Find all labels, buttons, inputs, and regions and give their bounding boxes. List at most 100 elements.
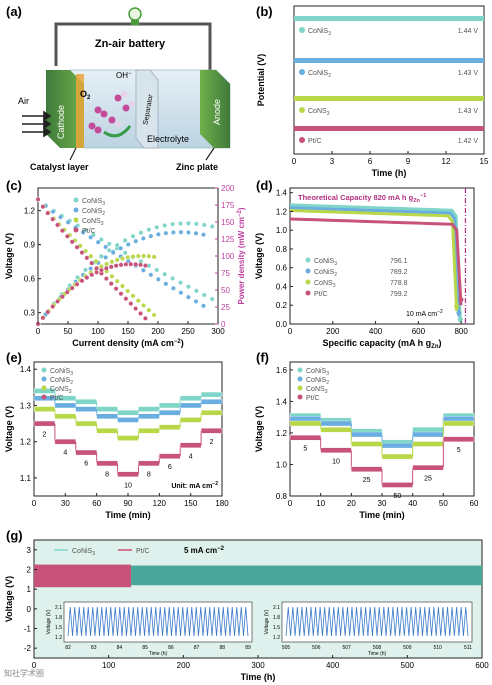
voltage-point [114, 278, 120, 284]
stability-band [294, 96, 484, 101]
power-point [186, 221, 191, 226]
power-point [140, 236, 146, 241]
y-tick-label: 0.3 [24, 309, 36, 318]
power-point [83, 267, 88, 273]
legend-label: CoNiS2 [82, 208, 105, 217]
series-3 [289, 435, 475, 488]
ptc-cycling-band [34, 564, 132, 588]
step-label: 6 [84, 461, 88, 468]
cathode-slab [46, 70, 84, 148]
step-segment [351, 431, 383, 438]
voltage-point [64, 233, 70, 239]
voltage-point [201, 303, 206, 309]
x-tick-label: 400 [326, 661, 340, 670]
inset-x-label: Time (h) [149, 651, 168, 657]
voltage-point [135, 298, 141, 303]
discharge-curve [289, 217, 463, 306]
step-segment [159, 402, 181, 409]
inset-y-label: Voltage (V) [264, 609, 270, 634]
power-point [114, 257, 120, 263]
x-axis-label: Time (h) [372, 168, 407, 178]
legend-label: Pt/C [50, 395, 64, 402]
voltage-point [40, 204, 46, 210]
voltage-point [104, 276, 109, 281]
step-segment [412, 441, 444, 447]
power-point [194, 221, 199, 227]
voltage-point [74, 244, 80, 250]
x-tick-label: 0 [32, 661, 37, 670]
series-1 [289, 416, 475, 449]
discharge-curve [289, 203, 462, 323]
voltage-point [143, 315, 148, 321]
legend-label: CoNS3 [308, 108, 330, 117]
legend-label: CoNiS2 [314, 269, 337, 278]
y-axis-label: Voltage (V) [4, 406, 14, 452]
step-segment [320, 427, 352, 433]
power-point [138, 230, 144, 236]
voltage-label: 1.43 V [458, 70, 479, 77]
power-point [156, 232, 161, 237]
x-tick-label: 15 [480, 157, 489, 166]
air-label: Air [18, 96, 29, 106]
inset-x-tick-label: 511 [464, 645, 472, 651]
step-segment [138, 413, 160, 419]
chart-b-stability: CoNiS3 1.44 V CoNiS2 1.43 V CoNS3 1.43 V Pt/C 1… [256, 5, 489, 178]
capacity-value: 778.8 [390, 280, 408, 287]
legend-label: Pt/C [82, 228, 96, 235]
plot-frame-b [293, 5, 485, 155]
step-segment [443, 436, 475, 442]
legend-marker [73, 227, 79, 233]
step-label: 50 [393, 493, 401, 500]
power-point [84, 275, 90, 280]
step-segment [159, 424, 181, 430]
power-point [138, 262, 143, 268]
y-tick-label: 3 [27, 546, 32, 555]
legend-marker [305, 268, 311, 274]
step-label: 8 [105, 471, 109, 478]
x-tick-label: 10 [316, 499, 325, 508]
step-segment [54, 439, 76, 445]
inset-y-tick-label: 1.5 [55, 625, 62, 631]
y-tick-label: 1.4 [276, 397, 288, 406]
end-point [454, 303, 460, 309]
y2-tick-label: 25 [221, 303, 230, 312]
y-axis-label: Potential (V) [256, 54, 266, 107]
step-segment [96, 428, 118, 434]
voltage-point [146, 307, 152, 313]
stability-band [294, 16, 484, 21]
voltage-point [45, 210, 51, 216]
step-segment [320, 420, 352, 427]
y-tick-label: 0 [27, 605, 32, 614]
power-point [55, 299, 60, 304]
series-1 [35, 196, 206, 327]
catalyst-layer-label: Catalyst layer [30, 162, 89, 172]
voltage-point [178, 290, 184, 296]
voltage-point [35, 196, 41, 202]
voltage-point [162, 271, 168, 277]
power-point [162, 223, 168, 228]
legend-marker [297, 394, 303, 400]
y-tick-label: 1.2 [276, 429, 288, 438]
panel-label-g: (g) [6, 528, 23, 543]
step-segment [412, 431, 444, 438]
x-tick-label: 150 [121, 327, 135, 336]
step-segment [200, 428, 223, 434]
y-tick-label: 1 [27, 585, 32, 594]
legend-marker [297, 385, 303, 391]
power-point [171, 230, 176, 235]
bulb-icon [128, 7, 142, 25]
power-point [133, 238, 139, 244]
step-segment [33, 420, 56, 427]
voltage-point [186, 294, 191, 300]
voltage-point [120, 283, 125, 289]
step-segment [412, 427, 444, 433]
inset-y-tick-label: 1.8 [55, 615, 62, 621]
power-point [143, 263, 148, 268]
step-segment [412, 464, 444, 471]
voltage-point [69, 239, 75, 245]
legend-label: CoNiS2 [50, 377, 73, 386]
voltage-point [170, 276, 175, 281]
x-tick-label: 200 [326, 327, 340, 336]
voltage-point [201, 292, 207, 298]
anode-slab [200, 70, 230, 148]
